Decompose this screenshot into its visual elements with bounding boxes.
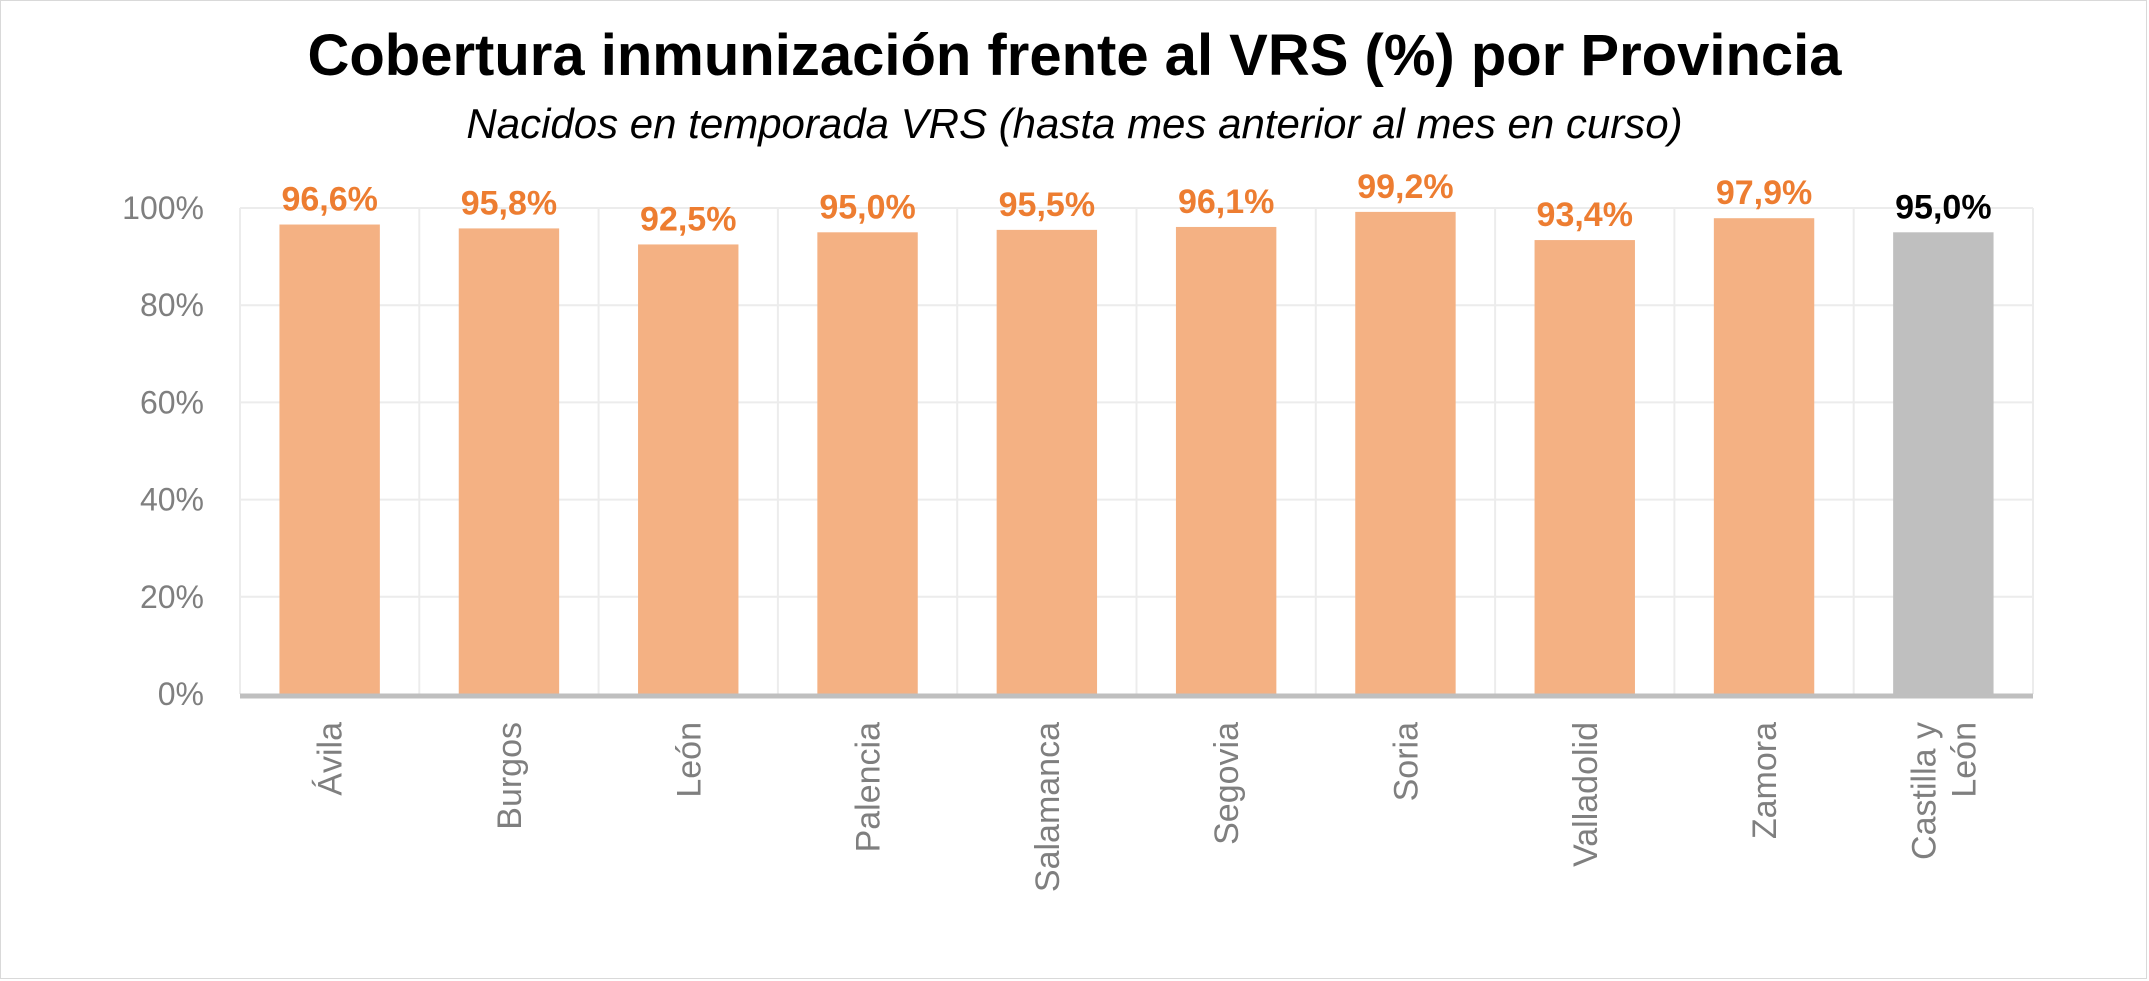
x-tick-label: Zamora <box>1746 722 1784 839</box>
y-tick-label: 40% <box>140 482 204 518</box>
y-tick-label: 20% <box>140 579 204 615</box>
bar <box>279 224 380 695</box>
bar <box>458 228 560 695</box>
data-label: 95,8% <box>461 184 557 222</box>
bar <box>1534 240 1635 695</box>
y-tick-label: 100% <box>122 190 204 226</box>
bar <box>817 232 918 695</box>
x-tick-label-line: Burgos <box>491 722 529 830</box>
y-tick-label: 60% <box>140 384 204 420</box>
data-label: 95,0% <box>819 188 915 226</box>
x-tick-label-line: Castilla y <box>1905 722 1943 860</box>
x-tick-label: Valladolid <box>1567 722 1605 867</box>
x-tick-label-line: Salamanca <box>1029 722 1067 892</box>
x-tick-label: Salamanca <box>1029 722 1067 892</box>
x-tick-label: Segovia <box>1208 722 1246 845</box>
y-tick-label: 80% <box>140 287 204 323</box>
data-label: 92,5% <box>640 200 736 238</box>
bar <box>1713 218 1815 694</box>
y-tick-label: 0% <box>158 676 204 712</box>
x-tick-label: Castilla yLeón <box>1905 722 1983 860</box>
x-tick-label: Burgos <box>491 722 529 830</box>
x-tick-label-line: Soria <box>1387 722 1425 801</box>
data-label: 93,4% <box>1537 196 1633 234</box>
data-label: 95,0% <box>1895 188 1991 226</box>
data-label: 96,6% <box>281 181 377 219</box>
bar <box>996 229 1098 694</box>
x-tick-label-line: Valladolid <box>1567 722 1605 867</box>
chart-title: Cobertura inmunización frente al VRS (%)… <box>307 23 1842 88</box>
bar <box>638 244 739 694</box>
data-label: 95,5% <box>999 186 1095 224</box>
bar <box>1355 211 1456 694</box>
x-tick-label: Palencia <box>850 722 888 853</box>
x-tick-label: Soria <box>1387 722 1425 801</box>
x-tick-label: León <box>670 722 708 798</box>
data-label: 99,2% <box>1357 168 1453 206</box>
x-tick-label-line: Segovia <box>1208 722 1246 845</box>
x-tick-label-line: León <box>1945 722 1983 798</box>
data-label: 96,1% <box>1178 183 1274 221</box>
x-tick-label: Ávila <box>312 722 350 796</box>
x-tick-label-line: Zamora <box>1746 722 1784 839</box>
data-label: 97,9% <box>1716 174 1812 212</box>
bar <box>1175 226 1277 695</box>
bar-total <box>1893 232 1994 695</box>
x-tick-label-line: Palencia <box>850 722 888 853</box>
x-tick-label-line: León <box>670 722 708 798</box>
chart-subtitle: Nacidos en temporada VRS (hasta mes ante… <box>466 100 1683 147</box>
x-tick-label-line: Ávila <box>312 722 350 796</box>
